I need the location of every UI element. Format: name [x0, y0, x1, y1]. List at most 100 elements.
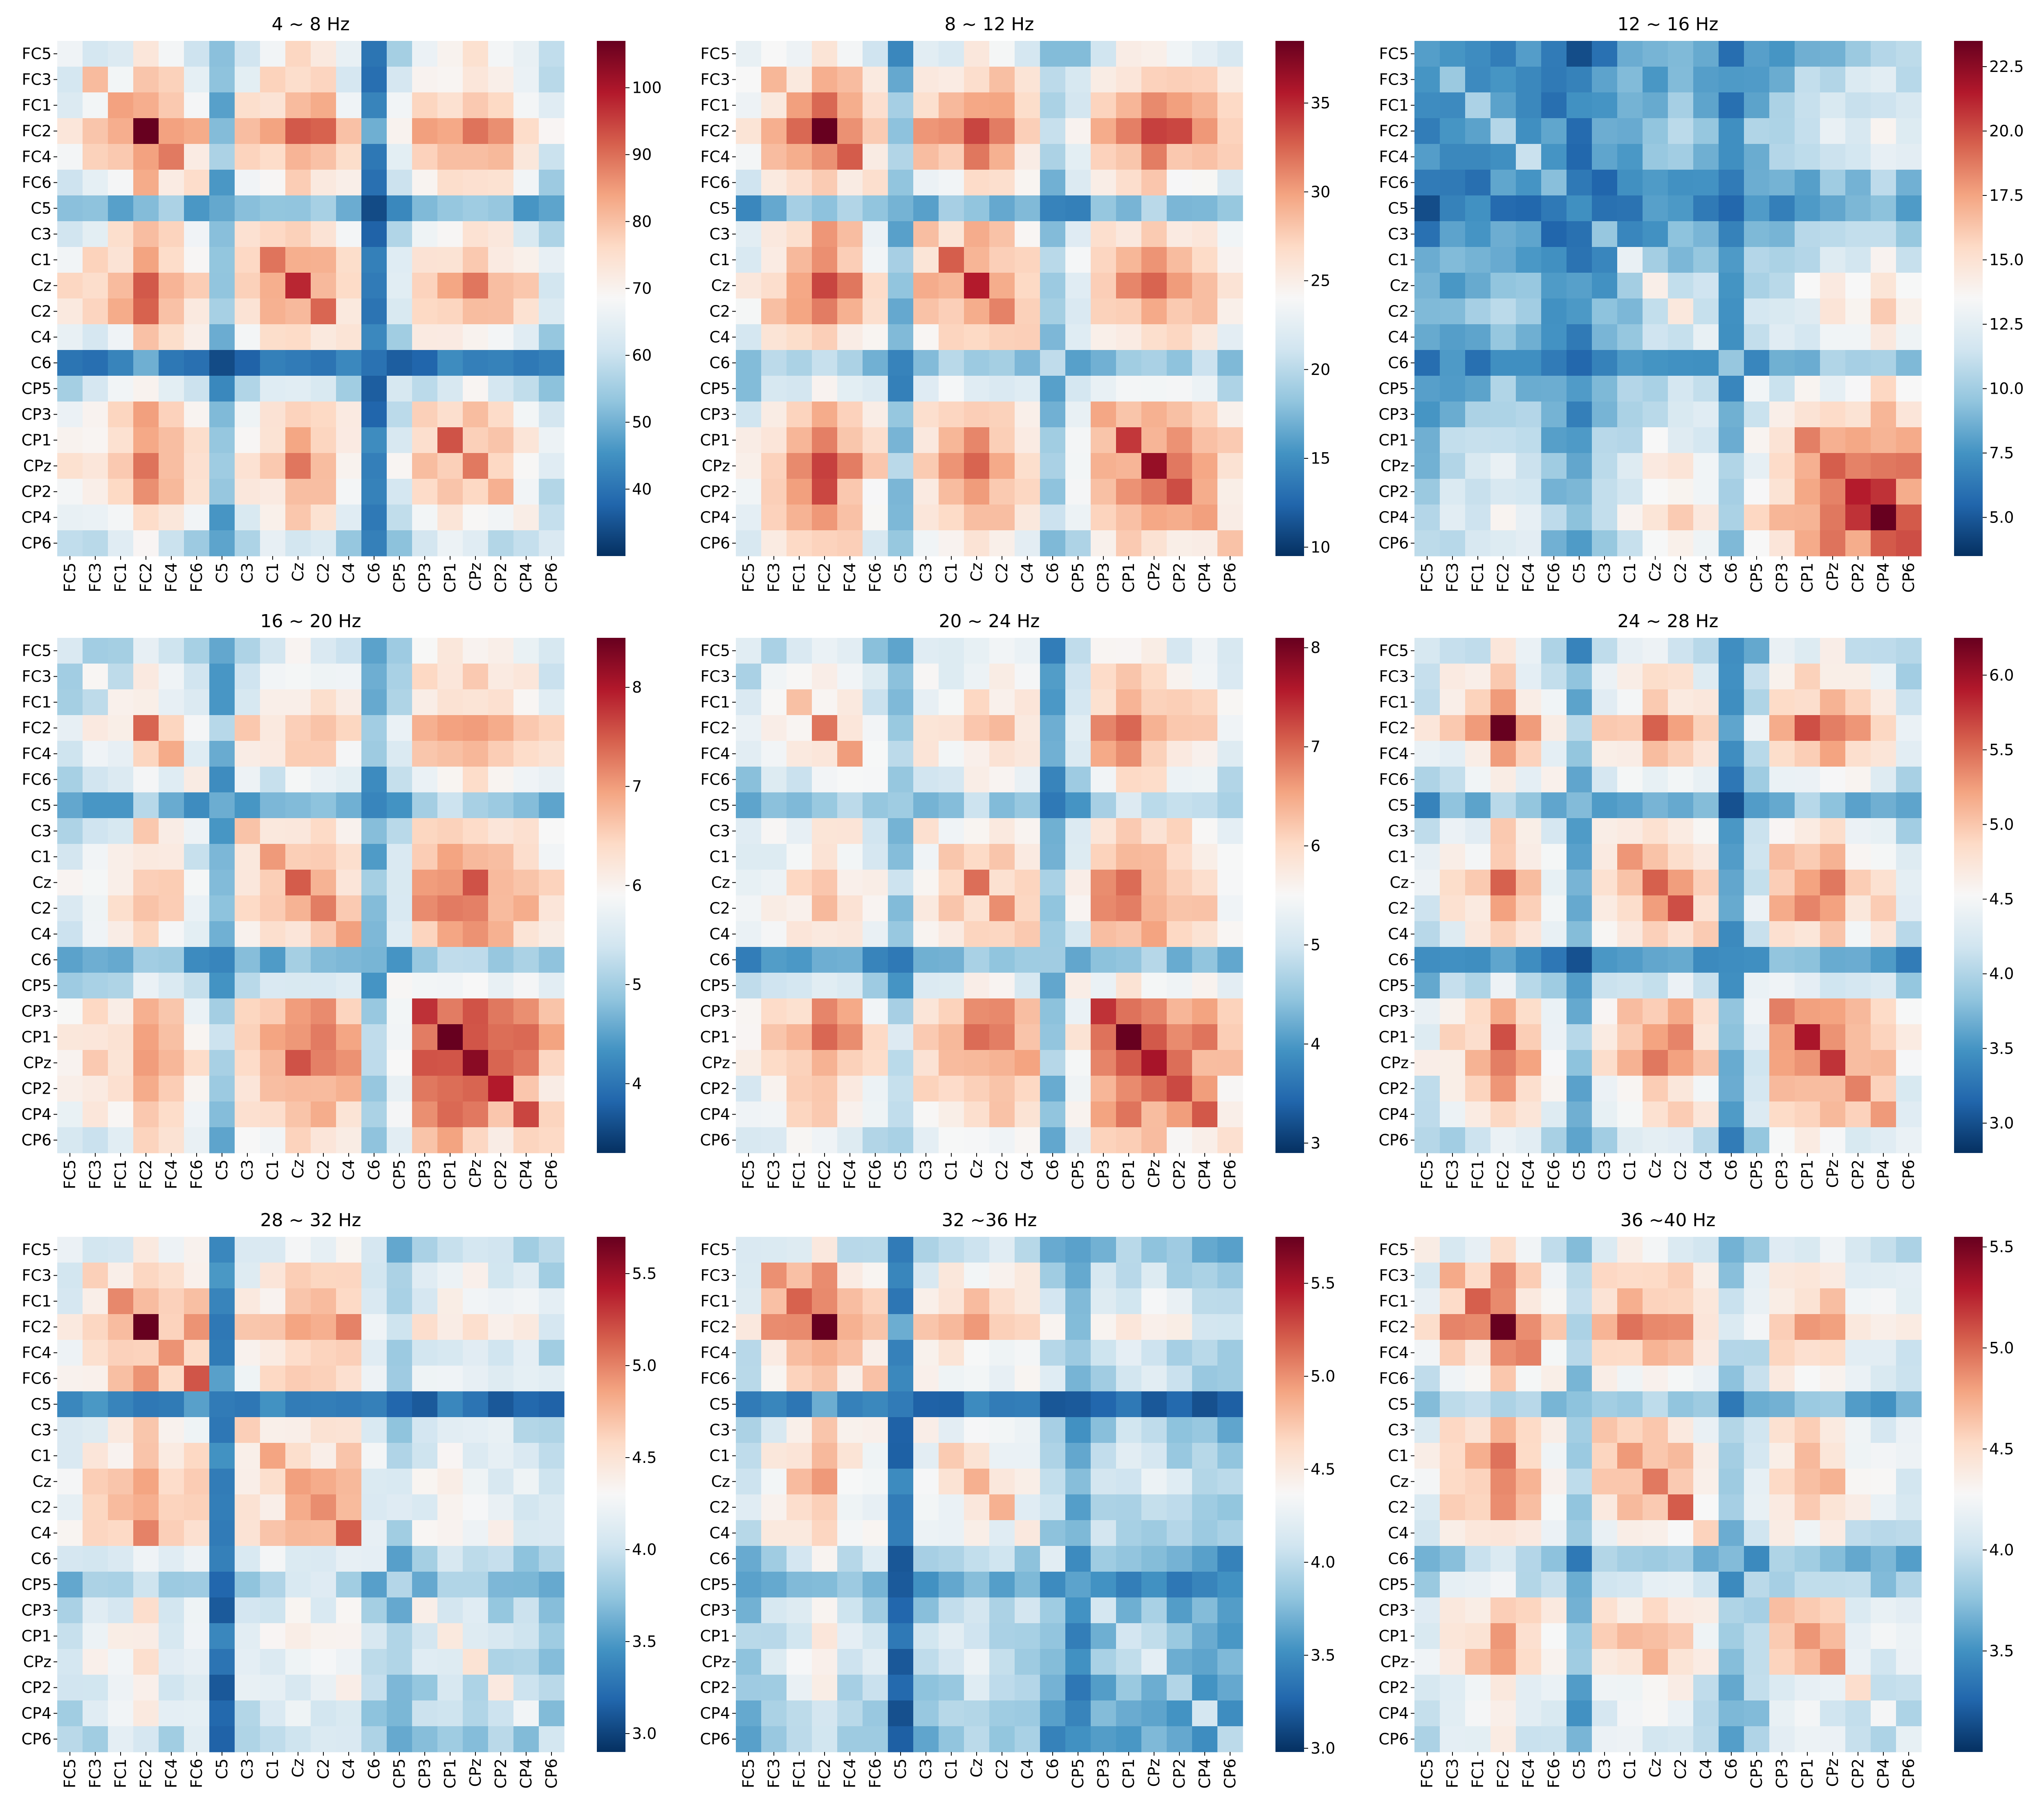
heatmap-cell — [761, 638, 787, 664]
heatmap-cell — [285, 1520, 311, 1546]
heatmap-cell — [1414, 427, 1440, 453]
heatmap-cell — [1465, 870, 1491, 896]
heatmap-cell — [1795, 1726, 1820, 1752]
heatmap-cell — [1440, 1520, 1466, 1546]
heatmap-cell — [412, 792, 438, 819]
x-tick-label: FC4 — [162, 1160, 180, 1189]
heatmap-cell — [761, 1649, 787, 1675]
heatmap-cell — [1795, 792, 1820, 819]
y-tick-label: C1 — [1388, 251, 1409, 269]
heatmap-cell — [1440, 895, 1466, 922]
heatmap-cell — [1896, 298, 1922, 325]
heatmap-cell — [1091, 1675, 1116, 1701]
heatmap-cell — [1091, 664, 1116, 690]
heatmap-cell — [761, 973, 787, 999]
heatmap-cell — [159, 767, 184, 793]
x-tick-label: CP5 — [390, 1160, 408, 1190]
heatmap-cell — [133, 376, 159, 402]
heatmap-cell — [1217, 479, 1243, 505]
heatmap-cell — [812, 715, 838, 741]
heatmap-cell — [336, 1700, 362, 1727]
heatmap-cell — [488, 998, 514, 1025]
heatmap-cell — [1065, 1520, 1091, 1546]
heatmap-cell — [387, 350, 412, 376]
heatmap-cell — [57, 741, 83, 767]
heatmap-cell — [1541, 1572, 1567, 1598]
heatmap-cell — [1845, 170, 1871, 196]
heatmap-cell — [1116, 844, 1142, 870]
heatmap-cell — [1217, 689, 1243, 716]
heatmap-cell — [260, 1314, 286, 1340]
heatmap-cell — [463, 1050, 489, 1076]
y-tick-label: CP1 — [700, 1627, 730, 1645]
x-tick-label: Cz — [289, 563, 307, 581]
heatmap-cell — [1440, 427, 1466, 453]
heatmap-cell — [1414, 1417, 1440, 1443]
heatmap-cell — [1465, 792, 1491, 819]
heatmap-cell — [1845, 973, 1871, 999]
heatmap-cell — [863, 767, 888, 793]
heatmap-cell — [939, 118, 964, 144]
heatmap-cell — [437, 973, 463, 999]
heatmap-cell — [863, 1700, 888, 1727]
heatmap-cell — [863, 41, 888, 67]
heatmap-cell — [1719, 689, 1744, 716]
heatmap-cell — [761, 247, 787, 273]
heatmap-cell — [437, 1572, 463, 1598]
heatmap-cell — [513, 195, 539, 222]
heatmap-cell — [1871, 505, 1896, 531]
heatmap-cell — [837, 402, 863, 428]
heatmap-cell — [1414, 1443, 1440, 1469]
heatmap-cell — [1896, 67, 1922, 93]
heatmap-cell — [488, 1101, 514, 1128]
heatmap-cell — [787, 895, 812, 922]
y-tick-label: Cz — [1390, 874, 1409, 892]
heatmap-cell — [488, 144, 514, 170]
y-tick-label: FC6 — [1379, 771, 1409, 789]
heatmap-cell — [336, 664, 362, 690]
heatmap-cell — [736, 505, 762, 531]
heatmap-cell — [888, 715, 914, 741]
heatmap-cell — [1116, 67, 1142, 93]
heatmap-cell — [412, 1546, 438, 1572]
heatmap-cell — [412, 767, 438, 793]
heatmap-cell — [1845, 1649, 1871, 1675]
heatmap-cell — [108, 67, 134, 93]
heatmap-cell — [1440, 1391, 1466, 1418]
heatmap-cell — [1141, 973, 1167, 999]
heatmap-cell — [108, 664, 134, 690]
heatmap-cell — [1769, 1649, 1795, 1675]
heatmap-cell — [812, 1443, 838, 1469]
heatmap-cell — [1769, 973, 1795, 999]
heatmap-cell — [539, 1050, 565, 1076]
heatmap-cell — [1668, 947, 1694, 973]
heatmap-cell — [989, 92, 1015, 119]
heatmap-cell — [1217, 92, 1243, 119]
heatmap-cell — [1668, 247, 1694, 273]
heatmap-cell — [209, 1469, 235, 1495]
heatmap-cell — [159, 818, 184, 844]
heatmap-cell — [159, 1391, 184, 1418]
heatmap-cell — [1465, 67, 1491, 93]
heatmap-cell — [1192, 505, 1218, 531]
heatmap-cell — [736, 1050, 762, 1076]
heatmap-cell — [1141, 1127, 1167, 1153]
heatmap-cell — [57, 1340, 83, 1366]
heatmap-cell — [1065, 1237, 1091, 1263]
heatmap-cell — [1167, 1700, 1192, 1727]
heatmap-cell — [1065, 844, 1091, 870]
heatmap-cell — [736, 427, 762, 453]
heatmap-cell — [1719, 1366, 1744, 1392]
heatmap-cell — [863, 273, 888, 299]
heatmap-cell — [235, 1417, 260, 1443]
heatmap-cell — [939, 1288, 964, 1314]
heatmap-cell — [989, 247, 1015, 273]
heatmap-cell — [159, 247, 184, 273]
heatmap-cell — [133, 170, 159, 196]
heatmap-cell — [1896, 895, 1922, 922]
heatmap-cell — [1643, 530, 1668, 556]
heatmap-cell — [488, 1076, 514, 1102]
heatmap-cell — [1040, 1076, 1066, 1102]
heatmap-cell — [57, 247, 83, 273]
heatmap-cell — [1820, 92, 1846, 119]
